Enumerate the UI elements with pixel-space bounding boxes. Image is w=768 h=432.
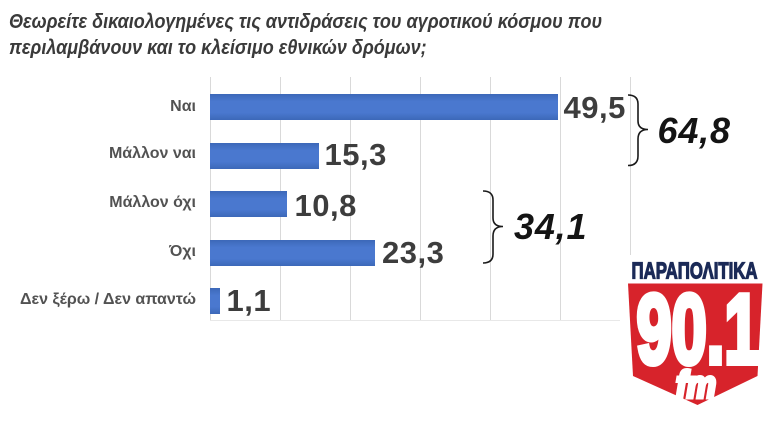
svg-text:90.1: 90.1 [637,274,760,384]
svg-text:fm: fm [676,365,716,407]
svg-text:ΠΑΡΑΠΟΛΙΤΙΚΑ: ΠΑΡΑΠΟΛΙΤΙΚΑ [632,258,758,284]
